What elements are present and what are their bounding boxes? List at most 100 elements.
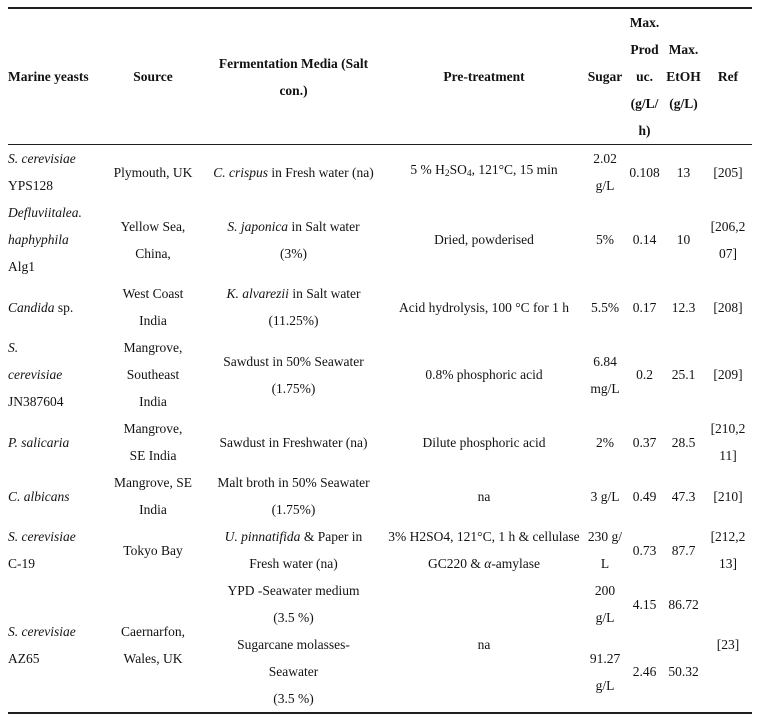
cell-line: 86.72 xyxy=(664,591,703,618)
cell-line: S. xyxy=(8,334,102,361)
cell-line: g/L xyxy=(585,172,625,199)
cell-line: SE India xyxy=(104,442,202,469)
text-segment: 230 g/ xyxy=(587,529,623,544)
cell-yeast: S. cerevisiae C-19 xyxy=(8,523,103,577)
cell-line: 50.32 xyxy=(664,658,703,685)
cell-line: India xyxy=(104,496,202,523)
text-segment: Wales, UK xyxy=(123,650,183,666)
cell-line: Acid hydrolysis, 100 °C for 1 h xyxy=(385,294,583,321)
header-ref: Ref xyxy=(704,8,752,145)
text-segment: g/L xyxy=(595,610,615,625)
cell-sub-block: U. pinnatifida & Paper in Fresh water (na… xyxy=(204,523,383,577)
text-segment: 4.15 xyxy=(632,596,657,612)
text-segment: g/L xyxy=(595,178,615,193)
text-segment: 25.1 xyxy=(671,367,696,382)
cell-line: 10 xyxy=(664,226,703,253)
cell-line: 0.14 xyxy=(627,226,662,253)
cell-line: West Coast xyxy=(104,280,202,307)
cell-sub-block: Sawdust in 50% Seawater (1.75%) xyxy=(204,348,383,402)
cell-line: mg/L xyxy=(585,375,625,402)
text-segment: S. japonica xyxy=(227,218,289,234)
cell-etoh: 86.72 50.32 xyxy=(663,577,704,713)
cell-line: 230 g/ xyxy=(585,523,625,550)
cell-sub-block: 0.49 xyxy=(627,483,662,510)
cell-line: L xyxy=(585,550,625,577)
cell-sub-block: YPD -Seawater medium (3.5 %) xyxy=(204,577,383,631)
text-segment: Mangrove, xyxy=(123,340,183,355)
cell-pretreat: 5 % H2SO4, 121°C, 15 min xyxy=(384,145,584,200)
text-segment: g/L xyxy=(595,677,615,693)
cell-sugar: 2.02 g/L xyxy=(584,145,626,200)
cell-line: cerevisiae xyxy=(8,361,102,388)
text-segment: Acid hydrolysis, 100 °C for 1 h xyxy=(398,299,569,315)
cell-line: 4.15 xyxy=(627,591,662,618)
text-segment: 5 % H xyxy=(410,162,445,177)
text-segment: 0.17 xyxy=(632,299,657,315)
text-segment: U. pinnatifida xyxy=(224,529,301,544)
text-segment: Defluviitalea. xyxy=(8,205,82,220)
text-segment: 11] xyxy=(719,448,737,463)
text-segment: 5.5% xyxy=(590,299,620,315)
table-body: S. cerevisiae YPS128 Plymouth, UK C. crispu… xyxy=(8,145,752,714)
cell-line: Dilute phosphoric acid xyxy=(385,429,583,456)
cell-etoh: 28.5 xyxy=(663,415,704,469)
cell-line: S. japonica in Salt water xyxy=(204,213,383,240)
cell-pretreat: Acid hydrolysis, 100 °C for 1 h xyxy=(384,280,584,334)
cell-yeast: Candida sp. xyxy=(8,280,103,334)
cell-yeast: Defluviitalea. haphyphila Alg1 xyxy=(8,199,103,280)
text-segment: in Fresh water (na) xyxy=(268,164,374,180)
cell-line: 11] xyxy=(705,442,751,469)
text-segment: S. cerevisiae xyxy=(8,529,76,544)
text-segment: India xyxy=(139,502,167,517)
cell-line: JN387604 xyxy=(8,388,102,415)
cell-sub-block: 50.32 xyxy=(664,631,703,712)
cell-line: S. cerevisiae xyxy=(8,145,102,172)
cell-line: Sawdust in 50% Seawater xyxy=(204,348,383,375)
cell-source: Tokyo Bay xyxy=(103,523,203,577)
cell-line: Seawater xyxy=(204,658,383,685)
cell-line: Southeast xyxy=(104,361,202,388)
text-segment: AZ65 xyxy=(8,650,40,666)
cell-ref: [210,2 11] xyxy=(704,415,752,469)
paper-table-region: Marine yeasts Source Fermentation Media … xyxy=(8,7,752,714)
cell-sub-block: 12.3 xyxy=(664,294,703,321)
cell-line: U. pinnatifida & Paper in xyxy=(204,523,383,550)
cell-line: 0.73 xyxy=(627,537,662,564)
cell-line: 5 % H2SO4, 121°C, 15 min xyxy=(385,156,583,188)
cell-line: 91.27 xyxy=(585,645,625,672)
cell-line: 0.2 xyxy=(627,361,662,388)
text-segment: 4 xyxy=(466,169,472,179)
text-segment: (3%) xyxy=(280,245,307,261)
cell-line: 28.5 xyxy=(664,429,703,456)
cell-produc: 0.37 xyxy=(626,415,663,469)
cell-line: (3.5 %) xyxy=(204,685,383,712)
cell-source: Mangrove, Southeast India xyxy=(103,334,203,415)
cell-sub-block: 0.37 xyxy=(627,429,662,456)
cell-media: U. pinnatifida & Paper in Fresh water (na… xyxy=(203,523,384,577)
table-row: S. cerevisiae YPS128 Plymouth, UK C. crispu… xyxy=(8,145,752,200)
text-segment: P. salicaria xyxy=(8,434,70,450)
text-segment: C. crispus xyxy=(213,164,269,180)
cell-sugar: 5% xyxy=(584,199,626,280)
cell-sub-block: 2.02 g/L xyxy=(585,145,625,199)
text-segment: 0.108 xyxy=(629,164,660,180)
cell-line: 3% H2SO4, 121°C, 1 h & cellulase xyxy=(385,523,583,550)
cell-line: na xyxy=(385,483,583,510)
text-segment: West Coast xyxy=(122,286,184,301)
cell-line: S. cerevisiae xyxy=(8,523,102,550)
text-segment: SO xyxy=(449,162,467,177)
text-segment: 5% xyxy=(596,232,614,247)
text-segment: 13 xyxy=(676,164,691,180)
cell-ref: [205] xyxy=(704,145,752,200)
cell-line: 3 g/L xyxy=(585,483,625,510)
text-segment: 0.37 xyxy=(632,434,657,450)
cell-sub-block: 47.3 xyxy=(664,483,703,510)
cell-produc: 0.2 xyxy=(626,334,663,415)
cell-line: China, xyxy=(104,240,202,267)
text-segment: 3% H2SO4, 121°C, 1 h & cellulase xyxy=(388,529,580,544)
text-segment: [210] xyxy=(713,488,743,504)
cell-line: Defluviitalea. xyxy=(8,199,102,226)
cell-line: 6.84 xyxy=(585,348,625,375)
header-marine-yeasts: Marine yeasts xyxy=(8,8,103,145)
text-segment: 0.8% phosphoric acid xyxy=(425,367,543,382)
